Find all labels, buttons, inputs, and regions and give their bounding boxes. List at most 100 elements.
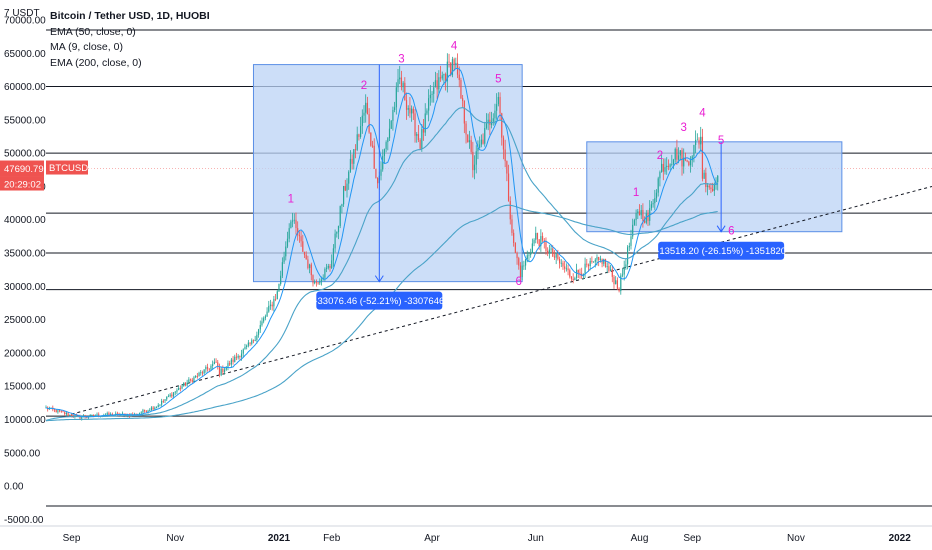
candle-body — [53, 409, 56, 411]
candle — [521, 261, 523, 281]
candle-body — [504, 149, 506, 162]
candle-body — [659, 172, 661, 179]
candle-body — [392, 109, 394, 121]
candle — [433, 81, 435, 103]
candle — [473, 155, 476, 180]
candle — [674, 147, 676, 163]
wave-label: 1 — [633, 187, 639, 199]
y-tick-label: 70000.00 — [4, 15, 46, 26]
candle — [280, 270, 282, 286]
candle-body — [618, 288, 620, 292]
x-tick-label: Sep — [683, 533, 701, 544]
candle-body — [584, 263, 586, 275]
candle-body — [363, 112, 365, 116]
candle-body — [79, 416, 81, 419]
candle — [206, 363, 209, 372]
candle-body — [417, 134, 420, 141]
candle-body — [223, 369, 226, 373]
measure-label: -13518.20 (-26.15%) -1351820 — [656, 246, 786, 257]
candle — [490, 111, 493, 129]
candle — [626, 245, 629, 270]
candle-body — [535, 232, 537, 240]
candle — [346, 178, 348, 198]
candle-body — [586, 263, 588, 265]
candle — [392, 106, 394, 131]
candle-body — [712, 188, 714, 191]
candle-body — [291, 220, 294, 222]
candle-body — [613, 276, 615, 285]
candle-body — [358, 134, 360, 137]
candle-body — [399, 77, 401, 80]
candle — [344, 179, 346, 192]
candle — [480, 134, 482, 148]
symbol-title[interactable]: Bitcoin / Tether USD, 1D, HUOBI — [50, 10, 210, 22]
candle — [657, 176, 659, 197]
candle-body — [108, 413, 110, 415]
candle — [154, 406, 156, 410]
candle-body — [167, 396, 170, 398]
candle-body — [191, 379, 193, 382]
candle — [409, 96, 411, 118]
candle-body — [438, 77, 440, 90]
candle — [691, 155, 693, 167]
candle-body — [480, 139, 482, 145]
candle-body — [300, 236, 302, 242]
candle — [538, 239, 540, 250]
candle-body — [706, 185, 709, 187]
candle-body — [366, 102, 369, 115]
candle — [462, 94, 464, 107]
candle — [246, 344, 248, 350]
candle — [533, 238, 535, 247]
candle — [467, 134, 469, 143]
candle-body — [589, 260, 591, 267]
wave-label: 2 — [361, 80, 367, 92]
candle-body — [334, 233, 336, 249]
candle — [368, 108, 370, 134]
candle-body — [463, 101, 465, 124]
candle — [613, 275, 615, 289]
candle-body — [562, 262, 564, 267]
candle-body — [188, 379, 190, 383]
candle-body — [382, 156, 384, 170]
candle-body — [550, 248, 552, 250]
candle — [601, 258, 603, 268]
candle-body — [468, 140, 471, 143]
candle — [212, 360, 214, 370]
candle — [606, 262, 608, 274]
candle-body — [661, 163, 663, 173]
candle-body — [371, 145, 374, 147]
indicator-ema200-label[interactable]: EMA (200, close, 0) — [50, 56, 142, 69]
candle-body — [62, 411, 64, 413]
indicator-ema50-label[interactable]: EMA (50, close, 0) — [50, 25, 136, 38]
candle-body — [412, 108, 414, 114]
candle — [281, 257, 283, 279]
candle — [201, 370, 204, 376]
candle — [528, 251, 530, 262]
candle-body — [375, 168, 377, 178]
candle — [676, 139, 678, 165]
candle — [717, 175, 719, 191]
candle-body — [183, 382, 185, 387]
candle-body — [616, 280, 618, 289]
candle-body — [628, 245, 630, 248]
candle — [271, 301, 273, 311]
candle — [547, 247, 549, 257]
candle — [174, 390, 176, 396]
candle-body — [373, 145, 375, 169]
candle — [263, 316, 265, 324]
candle — [463, 100, 465, 134]
candle — [171, 392, 173, 399]
candle — [370, 132, 372, 147]
candle-body — [676, 148, 678, 160]
candle-body — [327, 265, 329, 268]
candle-body — [171, 394, 173, 397]
candle-body — [149, 410, 151, 412]
candle-body — [416, 134, 418, 136]
indicator-ma9-label[interactable]: MA (9, close, 0) — [50, 41, 123, 53]
candle-body — [482, 139, 484, 144]
candle-body — [611, 269, 613, 277]
candle-body — [60, 411, 62, 413]
candle — [349, 150, 352, 173]
candle — [611, 265, 613, 283]
